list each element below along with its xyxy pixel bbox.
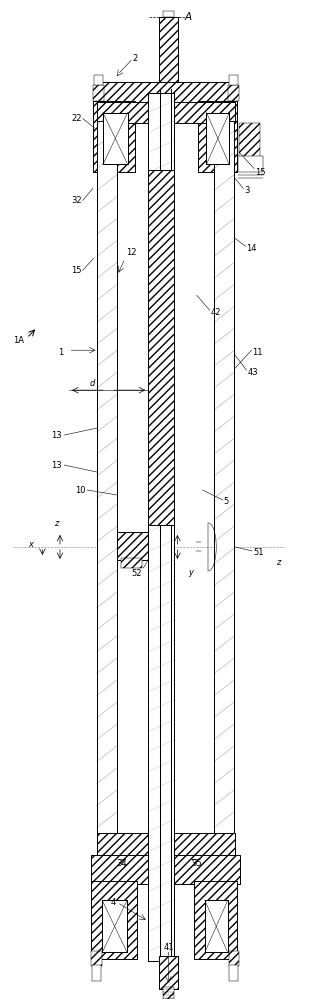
- Bar: [214, 121, 234, 835]
- Text: 42: 42: [211, 308, 221, 317]
- Bar: [148, 93, 174, 961]
- Text: A: A: [185, 12, 192, 22]
- Bar: [163, 11, 174, 17]
- Bar: [229, 75, 238, 85]
- Bar: [103, 113, 128, 164]
- Text: 1A: 1A: [13, 336, 24, 345]
- Text: 2: 2: [132, 54, 138, 63]
- Text: x: x: [28, 540, 33, 549]
- Bar: [92, 965, 101, 981]
- Text: 22: 22: [71, 114, 81, 123]
- Text: 32: 32: [71, 196, 81, 205]
- Bar: [206, 113, 229, 164]
- Bar: [239, 123, 260, 158]
- Bar: [102, 900, 127, 952]
- Text: d: d: [90, 379, 95, 388]
- Text: y: y: [188, 568, 193, 577]
- Bar: [198, 101, 237, 172]
- Text: 51: 51: [253, 548, 264, 557]
- Bar: [94, 85, 104, 101]
- Bar: [121, 558, 142, 568]
- Bar: [97, 82, 235, 104]
- Text: 35: 35: [191, 859, 202, 868]
- Bar: [117, 532, 148, 560]
- Text: 34: 34: [116, 859, 127, 868]
- Text: z: z: [276, 558, 280, 567]
- Bar: [91, 951, 102, 966]
- Bar: [103, 113, 128, 164]
- Bar: [97, 121, 117, 835]
- Text: 10: 10: [76, 486, 86, 495]
- Bar: [102, 900, 127, 952]
- Text: 11: 11: [252, 348, 263, 357]
- Bar: [94, 75, 103, 85]
- Text: 4: 4: [111, 898, 116, 907]
- Bar: [238, 156, 263, 172]
- Bar: [228, 85, 239, 101]
- Bar: [159, 17, 178, 85]
- Bar: [97, 833, 235, 857]
- Text: 5: 5: [224, 497, 229, 506]
- Bar: [97, 102, 235, 123]
- Text: 13: 13: [51, 461, 62, 470]
- Text: z: z: [55, 519, 59, 528]
- Bar: [195, 881, 237, 959]
- Bar: [205, 900, 228, 952]
- Bar: [159, 956, 178, 989]
- Bar: [163, 987, 174, 999]
- Text: 52: 52: [131, 569, 142, 578]
- Bar: [229, 965, 238, 981]
- Bar: [91, 855, 240, 884]
- Text: 1: 1: [58, 348, 63, 357]
- Text: 12: 12: [126, 248, 137, 257]
- Bar: [206, 113, 229, 164]
- Text: 3: 3: [244, 186, 250, 195]
- Text: 13: 13: [51, 431, 62, 440]
- Text: 14: 14: [247, 244, 257, 253]
- Text: 15: 15: [71, 266, 81, 275]
- Text: 15: 15: [255, 168, 265, 177]
- Bar: [229, 951, 239, 966]
- Bar: [148, 170, 174, 525]
- Bar: [94, 101, 135, 172]
- Text: 43: 43: [248, 368, 258, 377]
- Text: 41: 41: [163, 943, 174, 952]
- Bar: [91, 881, 137, 959]
- Bar: [205, 900, 228, 952]
